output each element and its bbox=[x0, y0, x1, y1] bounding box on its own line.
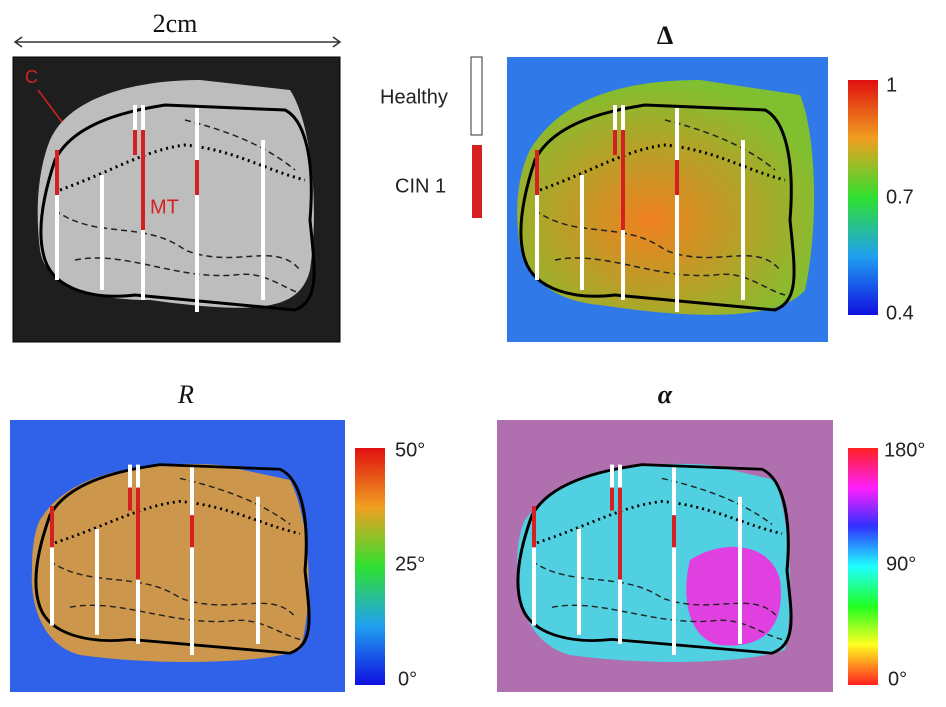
annotation-arrow bbox=[37, 89, 63, 123]
tissue bbox=[37, 80, 314, 308]
scale-label: 2cm bbox=[153, 9, 198, 38]
colorbar bbox=[848, 80, 878, 315]
panel-title: R bbox=[177, 380, 194, 409]
legend-swatch bbox=[472, 145, 482, 218]
colorbar bbox=[848, 448, 878, 685]
tissue-region bbox=[686, 546, 781, 646]
colorbar-label: 0° bbox=[888, 668, 907, 690]
scale-arrows bbox=[13, 36, 342, 48]
panel-title: Δ bbox=[657, 21, 673, 50]
annotation-mt: MT bbox=[150, 196, 179, 218]
legend-healthy: Healthy bbox=[380, 86, 448, 108]
panel-title: α bbox=[658, 380, 673, 409]
colorbar-label: 0.4 bbox=[886, 302, 914, 324]
tissue bbox=[517, 80, 815, 315]
colorbar-label: 25° bbox=[395, 553, 425, 575]
colorbar-label: 0.7 bbox=[886, 186, 914, 208]
colorbar-label: 90° bbox=[886, 553, 916, 575]
legend-swatch bbox=[470, 56, 483, 136]
colorbar bbox=[355, 448, 385, 685]
colorbar-label: 1 bbox=[886, 74, 897, 96]
annotation-c: C bbox=[25, 67, 38, 87]
colorbar-label: 50° bbox=[395, 439, 425, 461]
colorbar-label: 0° bbox=[398, 668, 417, 690]
legend-cin: CIN 1 bbox=[395, 175, 446, 197]
tissue bbox=[31, 463, 309, 662]
colorbar-label: 180° bbox=[884, 439, 925, 461]
